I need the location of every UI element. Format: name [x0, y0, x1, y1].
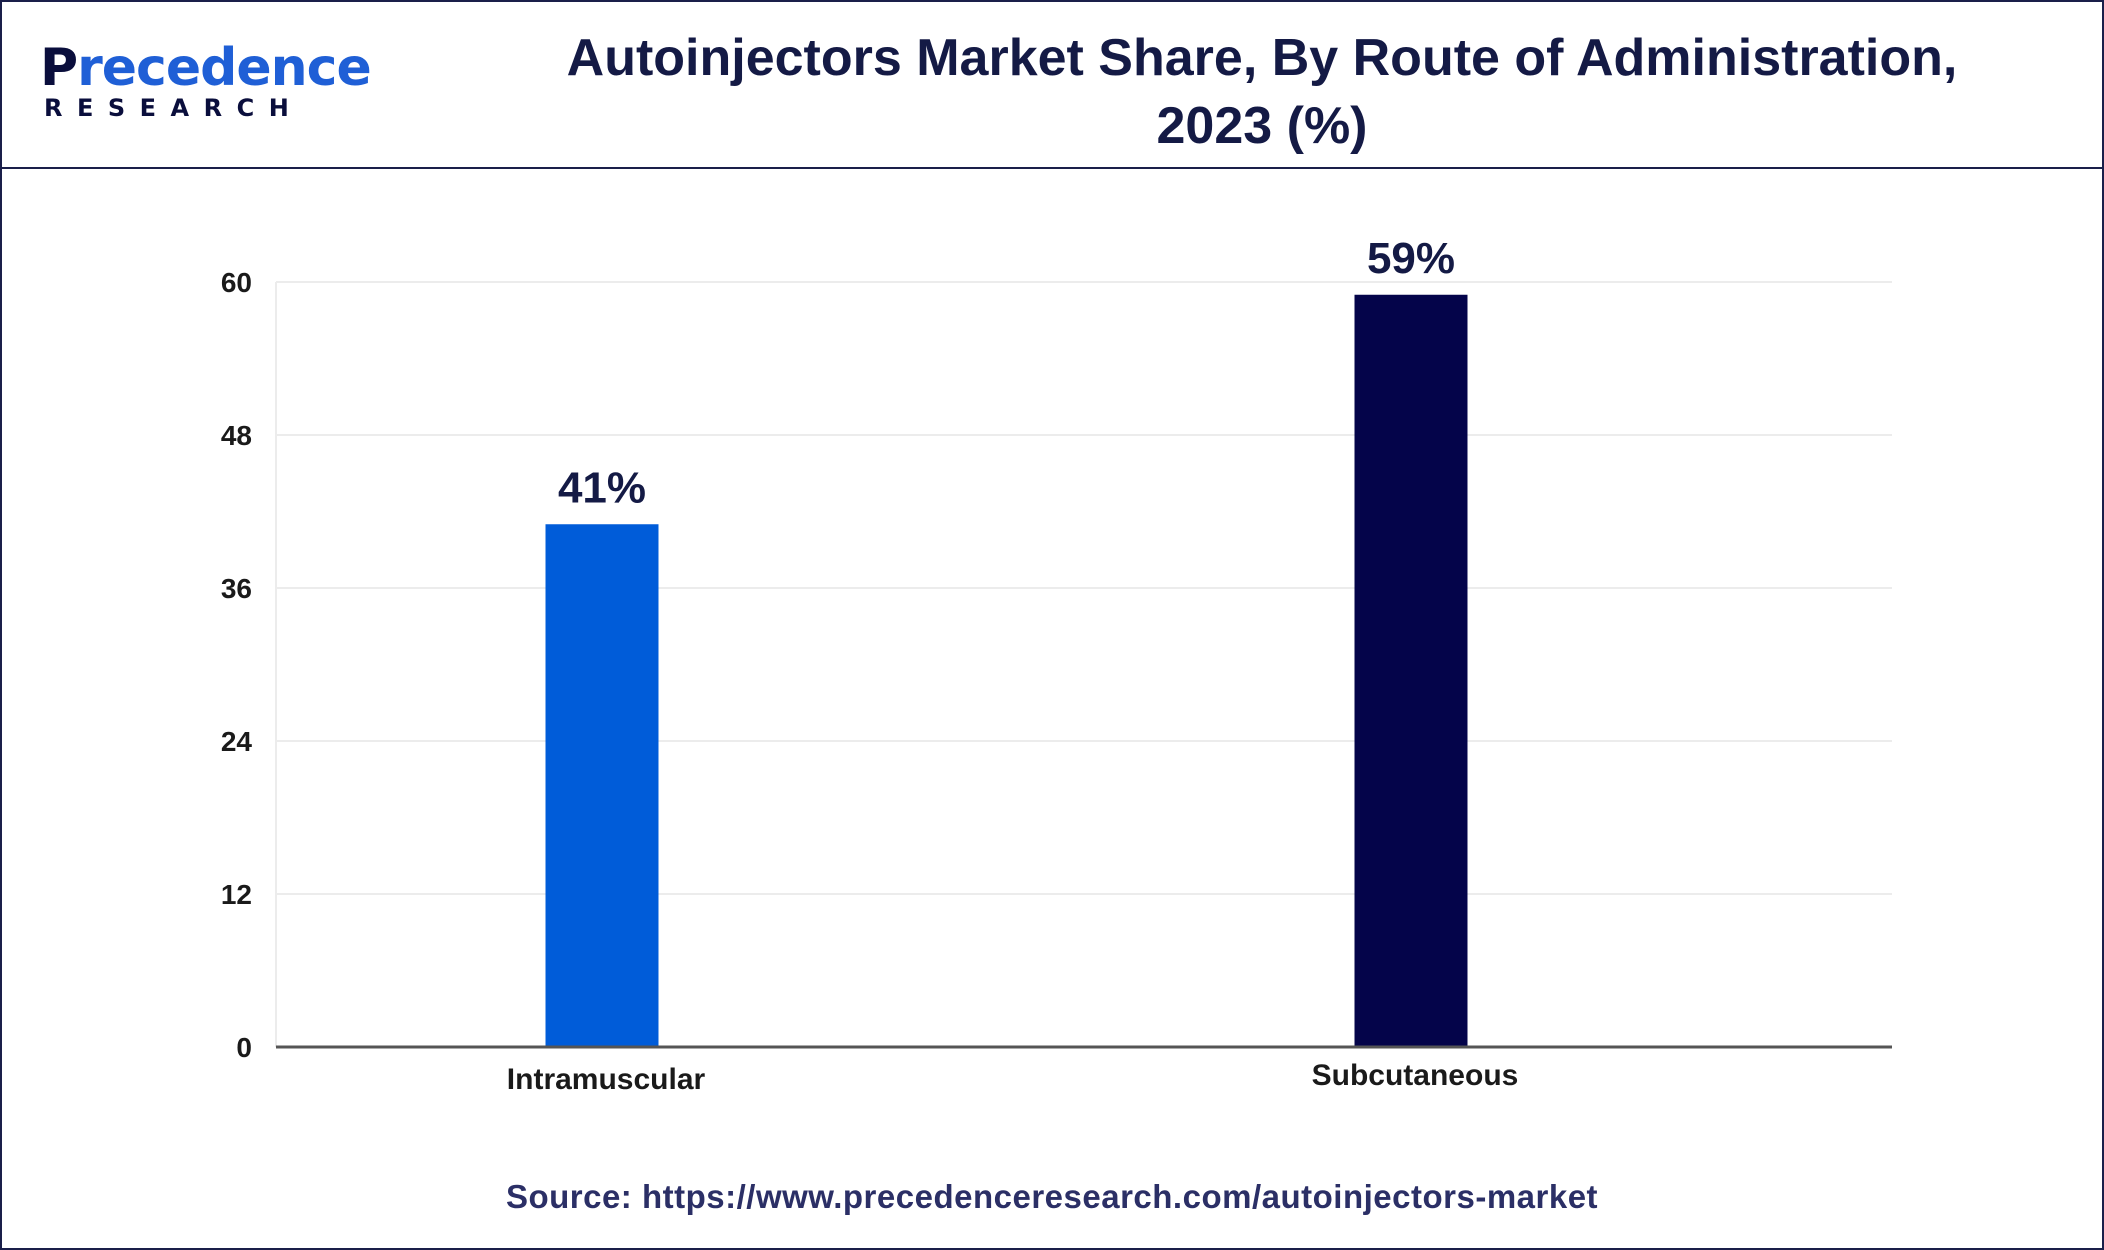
chart-title-line-1: Autoinjectors Market Share, By Route of …: [566, 29, 1958, 87]
header-bar: Precedence RESEARCH Autoinjectors Market…: [2, 2, 2102, 169]
y-tick-label: 12: [221, 879, 252, 910]
y-tick-label: 36: [221, 573, 252, 604]
x-tick-label: Intramuscular: [507, 1063, 706, 1096]
chart-title-line-2: 2023 (%): [1156, 97, 1368, 155]
data-label: 59%: [1367, 234, 1455, 283]
y-tick-label: 48: [221, 420, 252, 451]
x-tick-label: Subcutaneous: [1312, 1059, 1519, 1092]
data-label: 41%: [558, 463, 646, 512]
chart-title: Autoinjectors Market Share, By Route of …: [432, 24, 2092, 160]
y-tick-label: 0: [236, 1032, 252, 1063]
y-tick-label: 60: [221, 267, 252, 298]
logo-subtitle: RESEARCH: [44, 94, 304, 122]
y-tick-label: 24: [221, 726, 253, 757]
bar-intramuscular: [545, 524, 659, 1047]
brand-logo: Precedence RESEARCH: [40, 38, 372, 128]
source-note: Source: https://www.precedenceresearch.c…: [505, 1178, 1599, 1215]
logo-wordmark: Precedence: [40, 38, 372, 98]
bar-subcutaneous: [1354, 294, 1468, 1047]
